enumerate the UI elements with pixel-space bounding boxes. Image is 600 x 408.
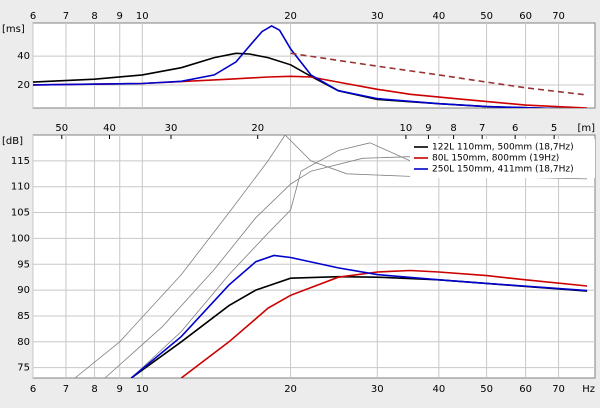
- x-tick-label: 10: [136, 384, 149, 395]
- legend-label: 80L 150mm, 800mm (19Hz): [432, 154, 559, 164]
- x-tick-label: 60: [519, 11, 532, 22]
- y-unit: [ms]: [2, 24, 25, 35]
- y-tick-label: 115: [11, 156, 30, 167]
- series-line: [180, 269, 588, 378]
- x-tick-label: 10: [136, 11, 149, 22]
- y-tick-label: 85: [17, 311, 30, 322]
- x2-tick-label: 9: [425, 123, 431, 134]
- x-tick-label: 50: [480, 11, 493, 22]
- x2-tick-label: 5: [551, 123, 557, 134]
- x2-tick-label: 7: [479, 123, 485, 134]
- x2-tick-label: 20: [251, 123, 264, 134]
- y-tick-label: 95: [17, 259, 30, 270]
- x-tick-label: 9: [117, 384, 123, 395]
- x2-tick-label: 6: [512, 123, 518, 134]
- x-tick-label: 20: [284, 11, 297, 22]
- x2-tick-label: 10: [400, 123, 413, 134]
- x-tick-label: 70: [552, 11, 565, 22]
- legend-box: [410, 139, 595, 178]
- x-tick-label: 8: [91, 11, 97, 22]
- x-tick-label: 60: [519, 384, 532, 395]
- legend-label: 122L 110mm, 500mm (18,7Hz): [432, 143, 574, 153]
- x-unit: Hz: [582, 384, 595, 395]
- x-tick-label: 50: [480, 384, 493, 395]
- y-tick-label: 75: [17, 363, 30, 374]
- y-tick-label: 105: [11, 208, 30, 219]
- legend-label: 250L 150mm, 411mm (18,7Hz): [432, 165, 574, 175]
- y-tick-label: 100: [11, 233, 30, 244]
- x-tick-label: 9: [117, 11, 123, 22]
- x-tick-label: 30: [371, 11, 384, 22]
- series-line: [130, 254, 588, 378]
- y-tick-label: 40: [17, 51, 30, 62]
- x-tick-label: 40: [432, 384, 445, 395]
- x-tick-label: 20: [284, 384, 297, 395]
- x-tick-label: 6: [30, 384, 36, 395]
- series-line: [33, 75, 588, 108]
- x-tick-label: 7: [63, 11, 69, 22]
- x-tick-label: 70: [552, 384, 565, 395]
- x-tick-label: 40: [432, 11, 445, 22]
- series-line: [33, 24, 563, 108]
- series-line: [290, 52, 588, 96]
- y-tick-label: 20: [17, 80, 30, 91]
- x-tick-label: 7: [63, 384, 69, 395]
- x-tick-label: 8: [91, 384, 97, 395]
- x2-unit: [m]: [577, 123, 595, 134]
- x2-tick-label: 40: [103, 123, 116, 134]
- series-line: [74, 135, 286, 378]
- y-tick-label: 80: [17, 337, 30, 348]
- x2-tick-label: 8: [450, 123, 456, 134]
- y-unit: [dB]: [2, 136, 23, 147]
- x2-tick-label: 30: [165, 123, 178, 134]
- y-tick-label: 110: [11, 182, 30, 193]
- x2-tick-label: 50: [55, 123, 68, 134]
- plot-area: [32, 22, 596, 109]
- x-tick-label: 6: [30, 11, 36, 22]
- y-tick-label: 90: [17, 285, 30, 296]
- x-tick-label: 30: [371, 384, 384, 395]
